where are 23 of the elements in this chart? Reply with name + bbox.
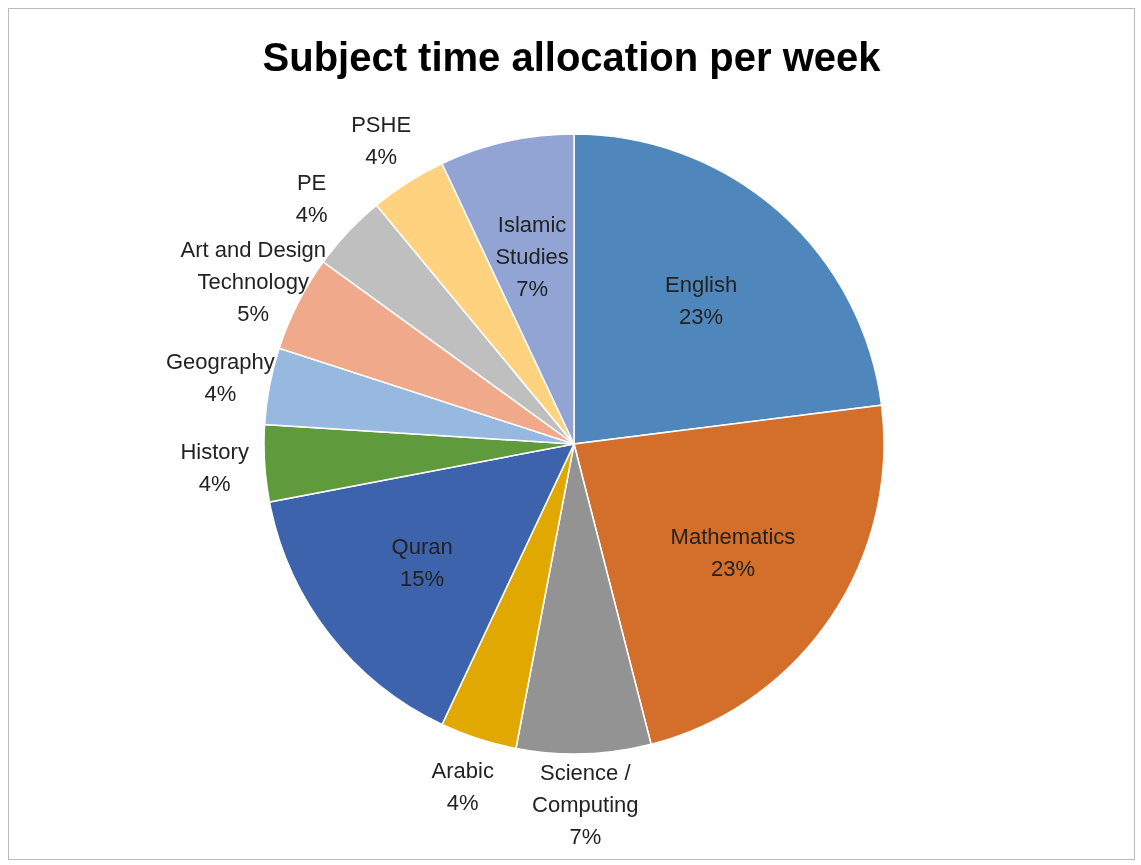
data-label: 4% xyxy=(198,470,231,496)
slice-label: Science / Computing xyxy=(532,759,639,817)
data-label: 7% xyxy=(516,275,548,301)
data-label: 4% xyxy=(295,201,328,227)
chart-title: Subject time allocation per week xyxy=(262,35,882,79)
data-label: 4% xyxy=(204,380,237,406)
slice-label: Islamic Studies xyxy=(495,211,569,269)
slice-label: PE xyxy=(296,169,327,195)
slice-label: English xyxy=(665,271,738,297)
data-label: 4% xyxy=(446,789,479,815)
slice-label: Mathematics xyxy=(670,523,796,549)
slice-label: Art and Design Technology xyxy=(180,236,326,294)
slice-label: Geography xyxy=(165,348,275,374)
slice-label: Quran xyxy=(391,533,453,559)
data-label: 15% xyxy=(400,565,445,591)
data-label: 23% xyxy=(679,303,724,329)
data-label: 4% xyxy=(365,143,397,169)
data-label: 7% xyxy=(569,823,602,849)
slice-label: History xyxy=(180,438,249,464)
slice-label: Arabic xyxy=(431,757,494,783)
data-label: 5% xyxy=(237,300,270,326)
slice-label: PSHE xyxy=(351,111,412,137)
data-label: 23% xyxy=(710,555,755,581)
